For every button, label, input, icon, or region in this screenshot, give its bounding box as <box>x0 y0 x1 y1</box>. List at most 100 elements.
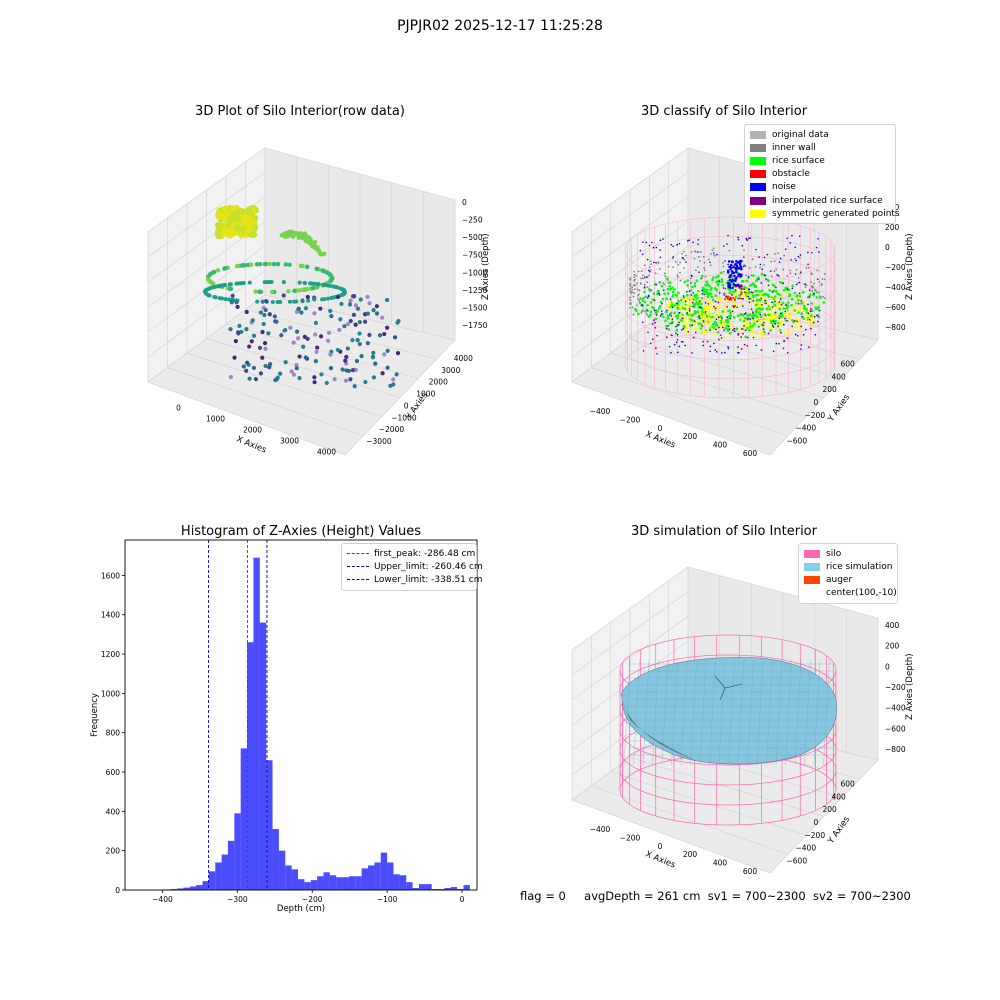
classify-data-point <box>635 274 638 277</box>
rice-mesh-line <box>690 659 697 766</box>
classify-data-point <box>667 281 670 284</box>
raw-data-point <box>217 296 222 301</box>
classify-data-point <box>795 310 799 313</box>
histogram-y-tick-label: 400 <box>106 807 121 816</box>
classify-data-point <box>691 324 694 326</box>
classify-data-point <box>780 295 783 298</box>
classify-data-point <box>791 284 794 288</box>
classify-data-point <box>675 328 679 332</box>
classify-data-point <box>649 289 652 292</box>
classify-data-point <box>647 295 650 298</box>
classify-data-point <box>684 323 687 326</box>
classify-data-point <box>671 320 674 324</box>
classify-data-point <box>672 301 676 305</box>
classify-data-point <box>764 299 766 302</box>
classify-data-point <box>785 291 788 295</box>
classify-data-point <box>739 313 743 317</box>
classify-data-point <box>767 332 770 335</box>
raw-x-tick-label: 1000 <box>206 415 225 424</box>
classify-data-point <box>708 301 712 305</box>
classify-data-point <box>822 301 826 304</box>
classify-data-point <box>760 295 764 299</box>
classify-data-point <box>740 317 744 320</box>
classify-data-point <box>704 321 707 325</box>
classify-data-point <box>798 329 802 333</box>
classify-data-point <box>690 282 692 284</box>
classify-data-point <box>699 318 702 322</box>
classify-data-point <box>772 350 775 353</box>
classify-data-point <box>685 261 687 263</box>
classify-3d-plot: −400 −200 0 200 400 600 600 400 200 0 −200 −400 −600… <box>571 147 915 458</box>
classify-data-point <box>736 314 740 317</box>
classify-data-point <box>810 321 813 325</box>
classify-data-point <box>655 261 657 264</box>
classify-data-point <box>813 292 815 295</box>
classify-data-point <box>823 278 826 281</box>
classify-data-point <box>784 248 787 251</box>
classify-z-tick-label: −200 <box>885 263 906 272</box>
classify-data-point <box>744 265 747 267</box>
classify-data-point <box>808 296 811 298</box>
classify-data-point <box>676 243 679 246</box>
classify-data-point <box>779 331 782 334</box>
classify-data-point <box>736 292 740 295</box>
simulation-x-tick-label: 0 <box>658 842 663 851</box>
classify-data-point <box>632 284 635 286</box>
classify-y-tick-label: 200 <box>823 385 838 394</box>
classify-data-point <box>777 304 781 308</box>
classify-data-point <box>803 306 806 310</box>
classify-data-point <box>633 276 636 279</box>
classify-data-point <box>648 270 651 273</box>
classify-data-point <box>801 291 805 294</box>
simulation-x-tick-label: −400 <box>590 825 611 834</box>
classify-data-point <box>651 305 654 309</box>
raw-y-tick-label: 0 <box>404 401 409 410</box>
raw-data-point <box>362 319 368 324</box>
classify-data-point <box>723 312 726 315</box>
classify-data-point <box>777 325 779 328</box>
raw-data-point <box>235 330 241 335</box>
raw-data-point <box>296 306 301 311</box>
classify-data-point <box>752 324 755 327</box>
classify-data-point <box>791 329 795 333</box>
raw-data-point <box>324 380 329 386</box>
classify-data-point <box>714 294 718 297</box>
classify-data-point <box>711 276 715 279</box>
classify-data-point <box>752 274 755 277</box>
classify-x-tick-label: 200 <box>683 432 698 441</box>
classify-data-point <box>682 299 685 303</box>
classify-data-point <box>782 268 785 271</box>
raw-data-point <box>235 304 240 310</box>
classify-data-point <box>756 293 760 297</box>
raw-data-point <box>223 266 228 271</box>
classify-data-point <box>682 295 685 297</box>
classify-data-point <box>702 340 705 343</box>
classify-data-point <box>712 326 716 330</box>
histogram-bar <box>304 882 311 890</box>
classify-data-point <box>649 310 653 314</box>
classify-data-point <box>742 265 745 268</box>
raw-data-point <box>234 224 241 231</box>
classify-data-point <box>651 298 655 301</box>
classify-data-point <box>777 252 780 255</box>
raw-data-point <box>367 332 372 338</box>
classify-data-point <box>711 278 714 282</box>
classify-data-point <box>795 294 798 298</box>
classify-data-point <box>810 327 812 330</box>
simulation-legend: silo rice simulation auger center(100,-10) <box>798 543 898 604</box>
classify-data-point <box>789 242 792 244</box>
raw-data-point <box>251 333 257 338</box>
raw-y-tick-label: 1000 <box>416 390 435 399</box>
raw-data-point <box>238 231 245 239</box>
classify-data-point <box>805 311 809 314</box>
classify-data-point <box>689 324 692 327</box>
classify-data-point <box>686 298 689 302</box>
raw-data-point <box>234 300 239 305</box>
classify-data-point <box>669 313 671 316</box>
raw-data-point <box>328 308 333 314</box>
classify-data-point <box>668 307 672 311</box>
classify-data-point <box>797 308 801 312</box>
classify-data-point <box>631 306 634 309</box>
classify-data-point <box>724 298 726 301</box>
classify-data-point <box>767 295 771 298</box>
